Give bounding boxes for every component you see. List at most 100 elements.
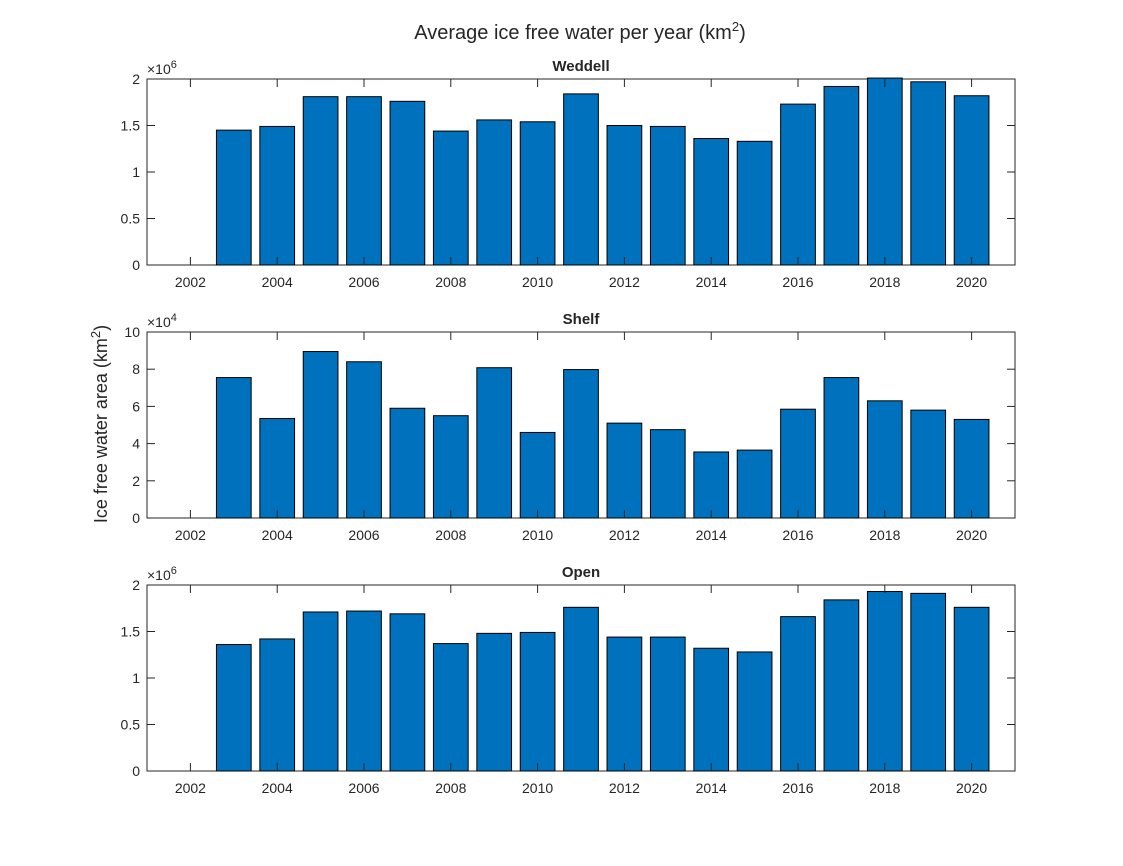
bar	[693, 647, 730, 772]
y-axis-label-exp: 2	[88, 331, 103, 338]
bar	[910, 81, 947, 266]
x-tick-label: 2008	[435, 780, 466, 796]
y-tick-label: 8	[132, 361, 140, 377]
x-tick-label: 2020	[956, 274, 987, 290]
bar	[823, 599, 860, 772]
y-tick-label: 1	[132, 164, 140, 180]
x-tick-label: 2006	[348, 780, 379, 796]
figure-title-unit-exp: 2	[732, 19, 739, 34]
subplot-weddell: 0 0.5 1 1.5 2 2002 2004 2006 2008 2010 2012 2014 201…	[121, 58, 1016, 290]
x-tick-label: 2016	[782, 527, 813, 543]
x-tick-label: 2016	[782, 780, 813, 796]
bar	[953, 606, 990, 772]
bar	[476, 632, 513, 772]
y-axis-label-group: Ice free water area (km2)	[88, 325, 111, 523]
bar	[346, 96, 382, 266]
y-tick-label: 0.5	[121, 211, 141, 227]
figure-title-unit: (km	[699, 22, 732, 44]
x-tick-label: 2012	[609, 780, 640, 796]
x-tick-label: 2012	[609, 527, 640, 543]
bar	[563, 606, 599, 772]
bar	[519, 431, 556, 519]
y-tick-label: 0	[132, 257, 140, 273]
bar	[215, 377, 252, 519]
y-tick-label: 1.5	[121, 118, 141, 134]
x-tick-label: 2006	[348, 527, 379, 543]
x-tick-label: 2012	[609, 274, 640, 290]
subplot-open: 0 0.5 1 1.5 2 2002 2004 2006 2008 2010 2012 2014 201…	[121, 564, 1016, 796]
x-tick-label: 2020	[956, 527, 987, 543]
x-tick-label: 2016	[782, 274, 813, 290]
y-axis-label: Ice free water area (km2)	[88, 325, 111, 523]
y-axis-label-text: Ice free water area (km	[91, 338, 111, 523]
bar	[910, 592, 947, 772]
x-tick-label: 2008	[435, 527, 466, 543]
bar	[736, 449, 773, 519]
bar	[649, 429, 686, 519]
bar	[432, 130, 469, 266]
y-exponent-label: ×106	[147, 59, 177, 77]
bar	[606, 636, 643, 772]
figure-title-text: Average ice free water per year	[414, 22, 693, 44]
x-tick-label: 2004	[262, 274, 293, 290]
bar	[389, 613, 426, 772]
bar	[736, 140, 773, 266]
bar	[953, 418, 990, 519]
x-tick-label: 2018	[869, 274, 900, 290]
bar	[780, 103, 816, 266]
y-axis-label-close: )	[91, 325, 111, 331]
y-tick-label: 0	[132, 763, 140, 779]
bar	[866, 400, 903, 519]
bar	[215, 129, 252, 266]
x-tick-label: 2010	[522, 527, 553, 543]
y-tick-label: 2	[132, 71, 140, 87]
x-tick-label: 2018	[869, 527, 900, 543]
bar	[910, 409, 947, 519]
figure-title: Average ice free water per year (km2)	[414, 19, 745, 44]
y-exponent-label: ×106	[147, 565, 177, 583]
x-tick-label: 2004	[262, 780, 293, 796]
bar	[606, 422, 643, 519]
bar	[346, 610, 382, 772]
x-tick-label: 2010	[522, 780, 553, 796]
bar	[953, 95, 990, 266]
bar	[346, 361, 382, 519]
bar	[693, 451, 730, 519]
bar	[693, 138, 730, 266]
y-tick-label: 1	[132, 670, 140, 686]
subplot-title: Shelf	[563, 311, 601, 328]
subplot-title: Weddell	[552, 58, 609, 75]
bar	[563, 93, 599, 266]
y-tick-label: 2	[132, 473, 140, 489]
x-tick-label: 2014	[696, 527, 727, 543]
x-tick-label: 2006	[348, 274, 379, 290]
x-tick-label: 2008	[435, 274, 466, 290]
x-tick-label: 2014	[696, 274, 727, 290]
bar	[389, 100, 426, 266]
bar	[476, 119, 513, 266]
x-tick-label: 2002	[175, 274, 206, 290]
bar	[432, 415, 469, 519]
bar	[606, 125, 643, 266]
bar	[780, 616, 816, 772]
x-tick-label: 2002	[175, 527, 206, 543]
bar	[866, 591, 903, 772]
bar	[519, 121, 556, 266]
y-exponent-label: ×104	[147, 312, 177, 330]
x-tick-label: 2002	[175, 780, 206, 796]
figure-title-unit-close: )	[739, 22, 746, 44]
subplot-shelf: 0 2 4 6 8 10 2002 2004 2006 2008 2010 2012 2014 2016 2…	[124, 311, 1016, 543]
bar	[259, 125, 296, 266]
x-tick-label: 2020	[956, 780, 987, 796]
bar	[823, 377, 860, 519]
bar	[259, 417, 296, 519]
y-tick-label: 10	[124, 324, 140, 340]
x-tick-label: 2004	[262, 527, 293, 543]
bar	[302, 96, 339, 266]
bar	[432, 643, 469, 772]
bar	[649, 125, 686, 266]
x-tick-label: 2010	[522, 274, 553, 290]
x-tick-label: 2018	[869, 780, 900, 796]
